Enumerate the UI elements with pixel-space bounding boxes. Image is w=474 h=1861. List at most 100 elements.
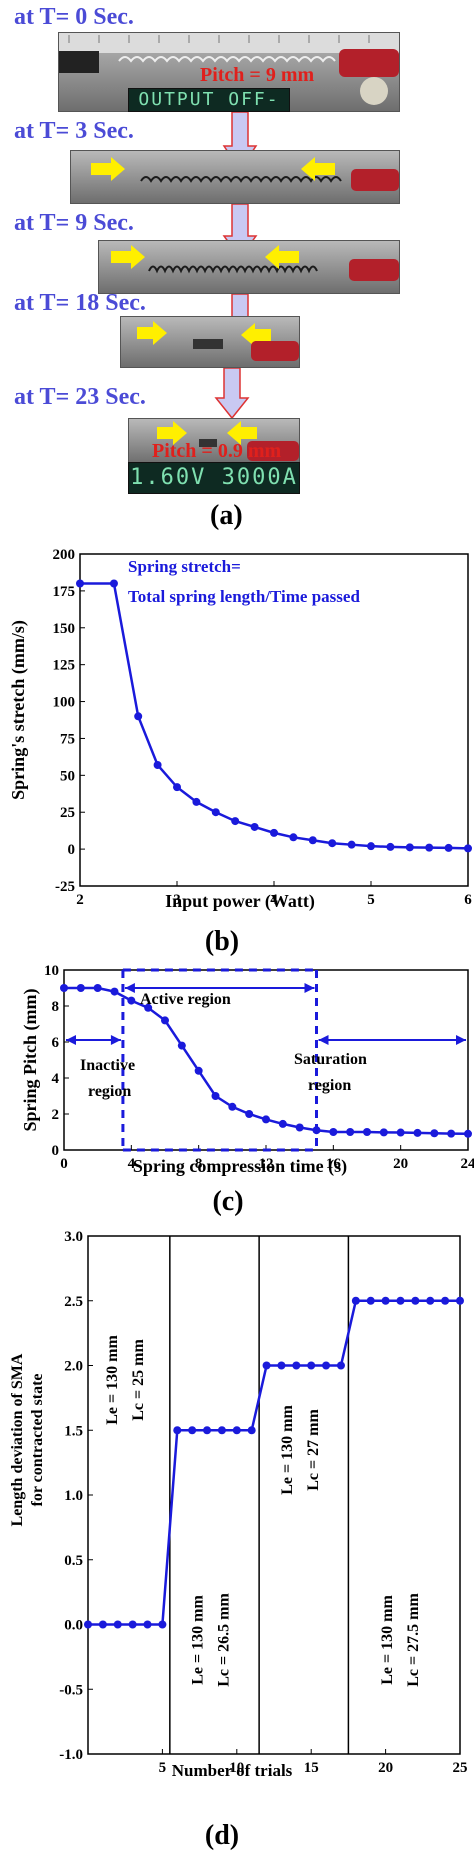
chart-d-point-13 bbox=[277, 1361, 286, 1370]
inactive-region-arrow-head-left bbox=[66, 1035, 76, 1045]
chart-c-xtick-label-2: 8 bbox=[195, 1156, 203, 1172]
chart-d-point-20 bbox=[381, 1296, 390, 1305]
chart-c-xtick-label-6: 24 bbox=[461, 1156, 474, 1172]
chart-b-point-11 bbox=[308, 836, 317, 845]
chart-b-point-12 bbox=[328, 839, 337, 848]
chart-b-annotation-line-1: Spring stretch= bbox=[128, 557, 241, 576]
chart-c-ytick-label-4: 8 bbox=[52, 999, 60, 1015]
chart-b: -25 0 25 50 75 100 125 150 175 200 2 3 4 5 6 Spring st… bbox=[8, 547, 472, 957]
chart-d-point-14 bbox=[292, 1361, 301, 1370]
photo-t23 bbox=[128, 418, 300, 464]
segment-0-le-label: Le = 130 mm bbox=[104, 1335, 121, 1425]
chart-b-ytick-label-1: 0 bbox=[68, 842, 76, 858]
spring-t0-graphic bbox=[59, 33, 399, 105]
time-label-0: at T= 0 Sec. bbox=[14, 4, 134, 30]
chart-b-point-9 bbox=[270, 828, 278, 837]
chart-b-point-15 bbox=[386, 842, 395, 851]
chart-c-point-8 bbox=[194, 1066, 203, 1075]
spring-t9-graphic bbox=[111, 245, 399, 281]
chart-b-ytick-label-8: 175 bbox=[53, 584, 76, 600]
time-label-1: at T= 3 Sec. bbox=[14, 118, 134, 144]
panel-label-b: (b) bbox=[205, 926, 239, 957]
chart-d-point-6 bbox=[173, 1426, 182, 1435]
chart-d-point-10 bbox=[232, 1426, 241, 1435]
chart-c-point-19 bbox=[379, 1128, 388, 1137]
photo-t0 bbox=[58, 32, 400, 112]
pitch-end-label: Pitch = 0.9 mm bbox=[152, 440, 282, 462]
chart-d-xtick-label-3: 20 bbox=[378, 1760, 393, 1776]
chart-b-xtick-label-3: 5 bbox=[367, 892, 375, 908]
chart-b-point-5 bbox=[192, 797, 201, 806]
chart-c-point-11 bbox=[245, 1110, 254, 1118]
chart-c-point-7 bbox=[177, 1041, 186, 1050]
chart-b-point-19 bbox=[464, 844, 472, 853]
chart-d-point-7 bbox=[188, 1426, 197, 1435]
chart-d-xtick-label-0: 5 bbox=[159, 1760, 167, 1776]
chart-d-point-3 bbox=[128, 1620, 137, 1629]
chart-b-ytick-label-5: 100 bbox=[53, 695, 76, 711]
chart-b-point-14 bbox=[367, 842, 375, 851]
chart-d-point-8 bbox=[203, 1426, 212, 1435]
chart-d-point-11 bbox=[247, 1426, 256, 1435]
chart-c-point-21 bbox=[413, 1128, 422, 1137]
chart-d-ytick-label-1: -0.5 bbox=[59, 1682, 83, 1698]
chart-d-point-15 bbox=[307, 1361, 316, 1370]
chart-d-point-1 bbox=[98, 1620, 107, 1629]
chart-b-point-1 bbox=[109, 579, 118, 588]
chart-c-point-24 bbox=[464, 1129, 472, 1138]
photo-t18 bbox=[120, 316, 300, 368]
chart-c-point-20 bbox=[396, 1128, 405, 1137]
chart-b-ytick-label-9: 200 bbox=[53, 547, 76, 563]
chart-c-xtick-label-1: 4 bbox=[128, 1156, 136, 1172]
chart-d-xlabel: Number of trials bbox=[172, 1761, 293, 1780]
active-region-arrow-head-left bbox=[124, 983, 135, 993]
segment-2-le-label: Le = 130 mm bbox=[279, 1405, 296, 1495]
down-arrow-4 bbox=[214, 368, 250, 420]
chart-b-xlabel: Input power (Watt) bbox=[165, 891, 315, 912]
plot-area-d: -1.0 -0.5 0.0 0.5 1.0 1.5 2.0 2.5 3.0 5 10 15 20 25 Le… bbox=[59, 1229, 467, 1776]
spring-t18-graphic bbox=[137, 321, 299, 361]
chart-b-ytick-label-7: 150 bbox=[53, 621, 76, 637]
chart-c-point-22 bbox=[430, 1129, 439, 1138]
display-reading: 1.60V 3000A bbox=[128, 462, 300, 494]
chart-c-point-4 bbox=[127, 996, 136, 1005]
chart-b-point-2 bbox=[134, 712, 143, 721]
chart-b-point-16 bbox=[405, 843, 414, 852]
active-region-arrow-head-right bbox=[304, 983, 315, 993]
chart-d-ytick-label-2: 0.0 bbox=[64, 1618, 83, 1634]
chart-d-ylabel-line-1: Length deviation of SMA bbox=[9, 1353, 26, 1526]
chart-c-xtick-label-5: 20 bbox=[393, 1156, 408, 1172]
chart-c-point-13 bbox=[278, 1119, 287, 1128]
chart-d-point-17 bbox=[336, 1361, 345, 1370]
pitch-start-label: Pitch = 9 mm bbox=[200, 64, 315, 86]
chart-c-ytick-label-1: 2 bbox=[52, 1107, 60, 1123]
chart-b-ytick-label-0: -25 bbox=[55, 879, 75, 895]
chart-d-ytick-label-7: 2.5 bbox=[64, 1294, 83, 1310]
region-inactive-line-1: Inactive bbox=[80, 1057, 135, 1074]
chart-d-ytick-label-8: 3.0 bbox=[64, 1229, 83, 1245]
segment-1-le-label: Le = 130 mm bbox=[189, 1595, 206, 1685]
saturation-region-arrow-head-left bbox=[318, 1035, 329, 1045]
chart-b-xtick-label-2: 4 bbox=[270, 892, 278, 908]
time-label-2: at T= 9 Sec. bbox=[14, 210, 134, 236]
chart-b-point-4 bbox=[173, 783, 181, 792]
time-label-3: at T= 18 Sec. bbox=[14, 290, 146, 316]
chart-d-point-4 bbox=[143, 1620, 152, 1629]
chart-c-point-16 bbox=[329, 1128, 338, 1136]
panel-label-d: (d) bbox=[205, 1820, 239, 1851]
chart-b-point-7 bbox=[231, 817, 240, 826]
chart-d-ytick-label-0: -1.0 bbox=[59, 1747, 83, 1763]
panel-label-c: (c) bbox=[212, 1186, 243, 1217]
chart-d-point-0 bbox=[84, 1620, 92, 1629]
chart-c-point-9 bbox=[211, 1092, 220, 1100]
chart-b-point-18 bbox=[444, 843, 453, 852]
chart-d-point-12 bbox=[262, 1361, 271, 1370]
segment-3-lc-label: Lc = 27.5 mm bbox=[405, 1593, 422, 1687]
chart-d-ytick-label-5: 1.5 bbox=[64, 1423, 83, 1439]
chart-c-ytick-label-5: 10 bbox=[44, 963, 59, 979]
segment-2-lc-label: Lc = 27 mm bbox=[305, 1409, 322, 1491]
chart-d-point-24 bbox=[441, 1296, 450, 1305]
chart-c-ytick-label-2: 4 bbox=[52, 1071, 60, 1087]
